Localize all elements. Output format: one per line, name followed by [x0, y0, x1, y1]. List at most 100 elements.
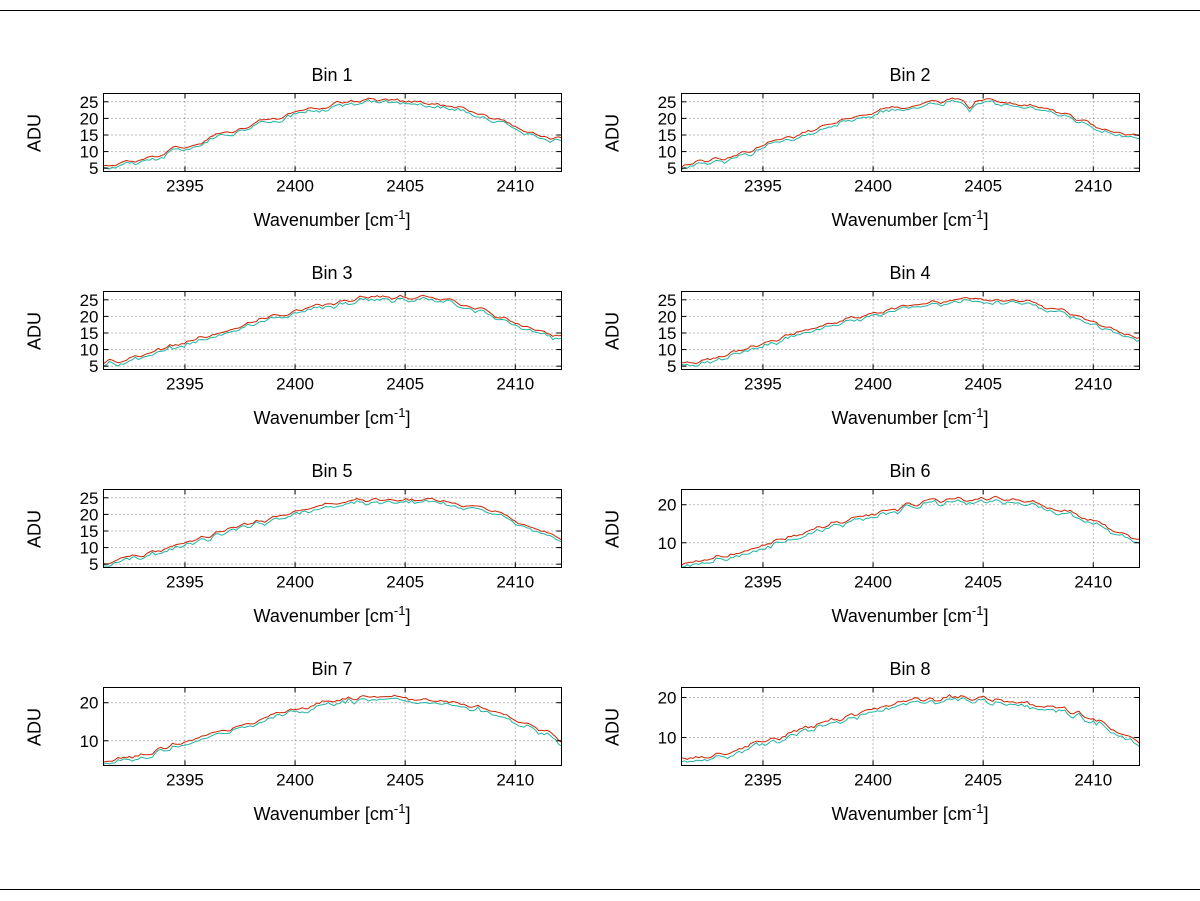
- subplot-grid: Bin 1 ADU 2395 2400 2405 2410 5 10 15 20 25 Wave…: [0, 12, 1200, 830]
- figure-top-border: [0, 10, 1200, 11]
- svg-text:10: 10: [658, 534, 677, 553]
- x-axis-label-text: Wavenumber [cm: [253, 210, 394, 230]
- svg-text:25: 25: [80, 489, 99, 508]
- svg-text:5: 5: [89, 555, 98, 574]
- y-axis-label-container: ADU: [22, 484, 48, 596]
- x-axis-label-text: Wavenumber [cm: [831, 606, 972, 626]
- plot-row: ADU 2395 2400 2405 2410 5 10 15 20 25: [600, 88, 1178, 200]
- subplot-bin-1: Bin 1 ADU 2395 2400 2405 2410 5 10 15 20 25 Wave…: [22, 38, 600, 236]
- y-axis-label: ADU: [602, 509, 623, 549]
- svg-text:2405: 2405: [964, 771, 1002, 790]
- svg-text:2405: 2405: [964, 573, 1002, 592]
- x-axis-label-text: Wavenumber [cm: [253, 408, 394, 428]
- plot-title-bin-3: Bin 3: [311, 263, 353, 283]
- svg-text:2400: 2400: [276, 177, 314, 196]
- plot-title-bin-4: Bin 4: [889, 263, 931, 283]
- svg-text:2405: 2405: [386, 375, 424, 394]
- svg-text:20: 20: [658, 496, 677, 515]
- svg-text:2410: 2410: [1074, 573, 1112, 592]
- subplot-bin-5: Bin 5 ADU 2395 2400 2405 2410 5 10 15 20 25 Wave…: [22, 434, 600, 632]
- x-axis-label-exponent: -1: [971, 801, 984, 816]
- y-axis-label: ADU: [24, 311, 45, 351]
- svg-text:15: 15: [658, 324, 677, 343]
- y-axis-label-container: ADU: [600, 682, 626, 794]
- y-axis-label: ADU: [24, 113, 45, 153]
- svg-text:2400: 2400: [854, 375, 892, 394]
- x-axis-label-exponent: -1: [393, 207, 406, 222]
- svg-text:2410: 2410: [496, 375, 534, 394]
- subplot-bin-4: Bin 4 ADU 2395 2400 2405 2410 5 10 15 20 25 Wave…: [600, 236, 1178, 434]
- svg-text:2395: 2395: [166, 771, 204, 790]
- svg-text:2400: 2400: [276, 573, 314, 592]
- plot-row: ADU 2395 2400 2405 2410 5 10 15 20 25: [22, 88, 600, 200]
- svg-text:25: 25: [658, 93, 677, 112]
- plot-row: ADU 2395 2400 2405 2410 10 20: [600, 682, 1178, 794]
- subplot-bin-7: Bin 7 ADU 2395 2400 2405 2410 10 20 Wavenumbe…: [22, 632, 600, 830]
- plot-row: ADU 2395 2400 2405 2410 5 10 15 20 25: [22, 484, 600, 596]
- subplot-bin-6: Bin 6 ADU 2395 2400 2405 2410 10 20 Wavenumbe…: [600, 434, 1178, 632]
- svg-text:2410: 2410: [496, 177, 534, 196]
- svg-text:5: 5: [667, 159, 676, 178]
- svg-text:15: 15: [80, 522, 99, 541]
- x-axis-label: Wavenumber [cm-1]: [681, 794, 1139, 830]
- plot-title-bin-1: Bin 1: [311, 65, 353, 85]
- svg-text:2395: 2395: [744, 177, 782, 196]
- plot-row: ADU 2395 2400 2405 2410 5 10 15 20 25: [600, 286, 1178, 398]
- x-axis-label-bracket: ]: [983, 408, 989, 428]
- plot-canvas-bin-7: 2395 2400 2405 2410 10 20: [80, 687, 562, 790]
- svg-text:20: 20: [80, 694, 99, 713]
- y-axis-label: ADU: [24, 509, 45, 549]
- svg-text:20: 20: [658, 109, 677, 128]
- plot-title-bin-8: Bin 8: [889, 659, 931, 679]
- svg-text:15: 15: [80, 324, 99, 343]
- plot-title-bin-5: Bin 5: [311, 461, 353, 481]
- svg-text:2410: 2410: [1074, 177, 1112, 196]
- svg-text:25: 25: [658, 291, 677, 310]
- x-axis-label: Wavenumber [cm-1]: [103, 794, 561, 830]
- x-axis-label-exponent: -1: [393, 603, 406, 618]
- svg-text:25: 25: [80, 93, 99, 112]
- svg-text:2405: 2405: [386, 573, 424, 592]
- x-axis-label-exponent: -1: [971, 405, 984, 420]
- svg-text:10: 10: [80, 539, 99, 558]
- subplot-bin-2: Bin 2 ADU 2395 2400 2405 2410 5 10 15 20 25 Wave…: [600, 38, 1178, 236]
- plot-row: ADU 2395 2400 2405 2410 10 20: [22, 682, 600, 794]
- plot-canvas-bin-8: 2395 2400 2405 2410 10 20: [658, 687, 1140, 790]
- x-axis-label-bracket: ]: [405, 408, 411, 428]
- x-axis-label: Wavenumber [cm-1]: [103, 596, 561, 632]
- svg-text:2400: 2400: [854, 177, 892, 196]
- svg-text:2405: 2405: [964, 375, 1002, 394]
- svg-text:15: 15: [80, 126, 99, 145]
- x-axis-label-text: Wavenumber [cm: [831, 408, 972, 428]
- svg-text:20: 20: [80, 505, 99, 524]
- y-axis-label-container: ADU: [600, 286, 626, 398]
- x-axis-label-text: Wavenumber [cm: [253, 606, 394, 626]
- plot-row: ADU 2395 2400 2405 2410 5 10 15 20 25: [22, 286, 600, 398]
- svg-text:2395: 2395: [166, 177, 204, 196]
- y-axis-label-container: ADU: [22, 682, 48, 794]
- svg-text:10: 10: [80, 143, 99, 162]
- x-axis-label-bracket: ]: [983, 606, 989, 626]
- svg-text:10: 10: [80, 341, 99, 360]
- x-axis-label-exponent: -1: [971, 603, 984, 618]
- plot-title-bin-2: Bin 2: [889, 65, 931, 85]
- svg-text:2400: 2400: [854, 573, 892, 592]
- svg-text:2405: 2405: [386, 177, 424, 196]
- svg-text:2410: 2410: [496, 771, 534, 790]
- svg-text:10: 10: [658, 341, 677, 360]
- svg-text:20: 20: [658, 689, 677, 708]
- svg-text:2405: 2405: [386, 771, 424, 790]
- y-axis-label: ADU: [24, 707, 45, 747]
- y-axis-label-container: ADU: [22, 88, 48, 200]
- x-axis-label: Wavenumber [cm-1]: [103, 200, 561, 236]
- svg-text:2395: 2395: [744, 771, 782, 790]
- x-axis-label: Wavenumber [cm-1]: [103, 398, 561, 434]
- y-axis-label: ADU: [602, 707, 623, 747]
- plot-row: ADU 2395 2400 2405 2410 10 20: [600, 484, 1178, 596]
- x-axis-label-bracket: ]: [405, 210, 411, 230]
- y-axis-label-container: ADU: [22, 286, 48, 398]
